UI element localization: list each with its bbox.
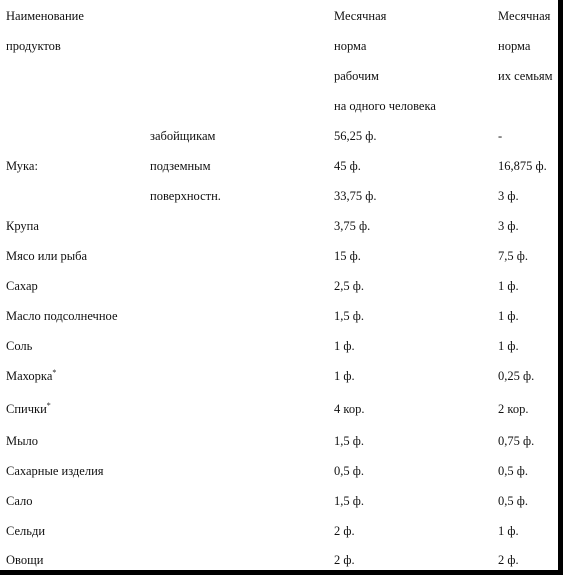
product-name: Крупа xyxy=(6,219,39,233)
workers-value: 2 ф. xyxy=(334,553,355,567)
header-families-line1: Месячная xyxy=(498,9,551,23)
product-name: Мыло xyxy=(6,434,39,448)
flour-subgroup: подземным xyxy=(150,159,211,173)
header-name-line1: Наименование xyxy=(6,9,84,23)
product-name: Мясо или рыба xyxy=(6,249,88,263)
product-name: Овощи xyxy=(6,553,44,567)
workers-value: 1,5 ф. xyxy=(334,494,364,508)
families-value: 7,5 ф. xyxy=(498,249,528,263)
product-name: Сало xyxy=(6,494,33,508)
workers-value: 3,75 ф. xyxy=(334,219,371,233)
families-value: 0,5 ф. xyxy=(498,464,528,478)
flour-workers-value: 45 ф. xyxy=(334,159,361,173)
workers-value: 1,5 ф. xyxy=(334,434,364,448)
header-workers-line3: рабочим xyxy=(334,69,379,83)
flour-subgroup: поверхностн. xyxy=(150,189,221,203)
flour-families-value: 3 ф. xyxy=(498,189,519,203)
families-value: 3 ф. xyxy=(498,219,519,233)
flour-name: Мука: xyxy=(6,159,38,173)
families-value: 1 ф. xyxy=(498,279,519,293)
product-name: Спички* xyxy=(6,400,51,416)
workers-value: 15 ф. xyxy=(334,249,361,263)
families-value: 0,5 ф. xyxy=(498,494,528,508)
flour-workers-value: 33,75 ф. xyxy=(334,189,377,203)
product-name: Махорка* xyxy=(6,367,57,383)
header-workers-line2: норма xyxy=(334,39,367,53)
header-families-line3: их семьям xyxy=(498,69,553,83)
product-name: Соль xyxy=(6,339,33,353)
workers-value: 2 ф. xyxy=(334,524,355,538)
families-value: 1 ф. xyxy=(498,339,519,353)
product-name: Сахарные изделия xyxy=(6,464,104,478)
header-families-line2: норма xyxy=(498,39,531,53)
flour-families-value: - xyxy=(498,129,503,143)
families-value: 0,25 ф. xyxy=(498,369,535,383)
workers-value: 0,5 ф. xyxy=(334,464,364,478)
workers-value: 1 ф. xyxy=(334,339,355,353)
product-name: Сельди xyxy=(6,524,46,538)
header-workers-line1: Месячная xyxy=(334,9,387,23)
families-value: 1 ф. xyxy=(498,309,519,323)
workers-value: 4 кор. xyxy=(334,402,365,416)
workers-value: 2,5 ф. xyxy=(334,279,364,293)
header-workers-line4: на одного человека xyxy=(334,99,436,113)
workers-value: 1 ф. xyxy=(334,369,355,383)
workers-value: 1,5 ф. xyxy=(334,309,364,323)
families-value: 1 ф. xyxy=(498,524,519,538)
flour-families-value: 16,875 ф. xyxy=(498,159,547,173)
product-name: Масло подсолнечное xyxy=(6,309,118,323)
families-value: 0,75 ф. xyxy=(498,434,535,448)
families-value: 2 ф. xyxy=(498,553,519,567)
product-name: Сахар xyxy=(6,279,38,293)
header-name-line2: продуктов xyxy=(6,39,61,53)
flour-subgroup: забойщикам xyxy=(150,129,216,143)
families-value: 2 кор. xyxy=(498,402,529,416)
flour-workers-value: 56,25 ф. xyxy=(334,129,377,143)
